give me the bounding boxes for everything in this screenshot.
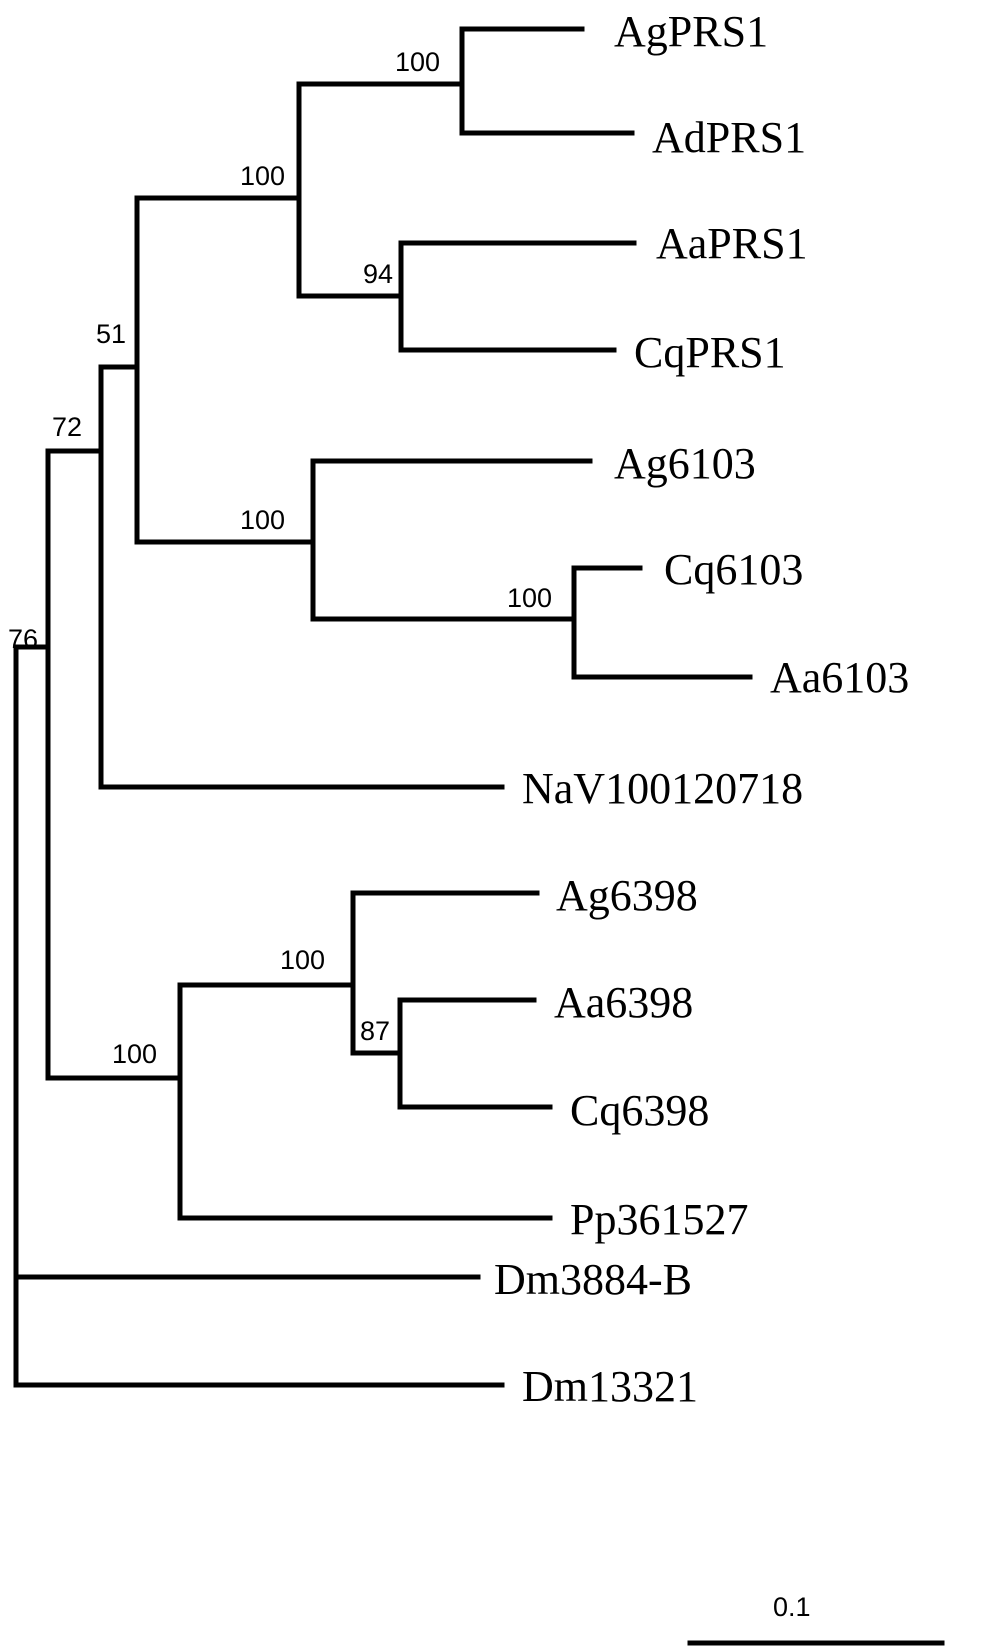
tree-branches (13, 26, 753, 1388)
support-value: 100 (240, 161, 285, 191)
leaf-label: Ag6398 (556, 871, 698, 920)
support-value: 76 (8, 624, 38, 654)
leaf-label: AdPRS1 (652, 113, 806, 162)
root-node-branch (13, 644, 505, 1388)
leaf-label: Aa6103 (770, 653, 909, 702)
scale-bar: 0.1 (687, 1592, 945, 1646)
clade-72-branch (45, 448, 183, 1081)
scale-bar-label: 0.1 (773, 1592, 811, 1622)
leaf-label: Ag6103 (614, 439, 756, 488)
leaf-labels: AgPRS1 AdPRS1 AaPRS1 CqPRS1 Ag6103 Cq610… (494, 7, 909, 1411)
aa-cq-prs1-branch (398, 240, 637, 353)
ag-ad-prs1-branch (459, 26, 635, 136)
leaf-label: Pp361527 (570, 1195, 748, 1244)
support-value: 100 (280, 945, 325, 975)
support-value: 51 (96, 319, 126, 349)
support-value: 100 (240, 505, 285, 535)
aa-cq-6398-branch (397, 997, 553, 1110)
clade-51-branch (98, 364, 505, 790)
leaf-label: Dm3884-B (494, 1255, 692, 1304)
clade-6398-pp-branch (177, 982, 553, 1221)
support-value: 87 (360, 1016, 390, 1046)
leaf-label: AgPRS1 (614, 7, 768, 56)
support-value: 100 (395, 47, 440, 77)
support-value: 100 (112, 1039, 157, 1069)
leaf-label: AaPRS1 (656, 219, 808, 268)
prs1-clade-branch (296, 81, 465, 299)
support-value: 72 (52, 412, 82, 442)
leaf-label: Cq6398 (570, 1086, 709, 1135)
clade-6103-branch (310, 458, 593, 622)
leaf-label: CqPRS1 (634, 328, 786, 377)
cq-aa-6103-branch (571, 565, 753, 680)
clade-6398-branch (350, 890, 540, 1056)
leaf-label: Aa6398 (554, 978, 693, 1027)
support-values: 100 100 94 51 72 100 100 76 100 87 100 (8, 47, 552, 1069)
leaf-label: Dm13321 (522, 1362, 698, 1411)
support-value: 94 (363, 259, 393, 289)
leaf-label: Cq6103 (664, 545, 803, 594)
support-value: 100 (507, 583, 552, 613)
leaf-label: NaV100120718 (522, 764, 803, 813)
prs1-6103-join-branch (134, 195, 316, 545)
